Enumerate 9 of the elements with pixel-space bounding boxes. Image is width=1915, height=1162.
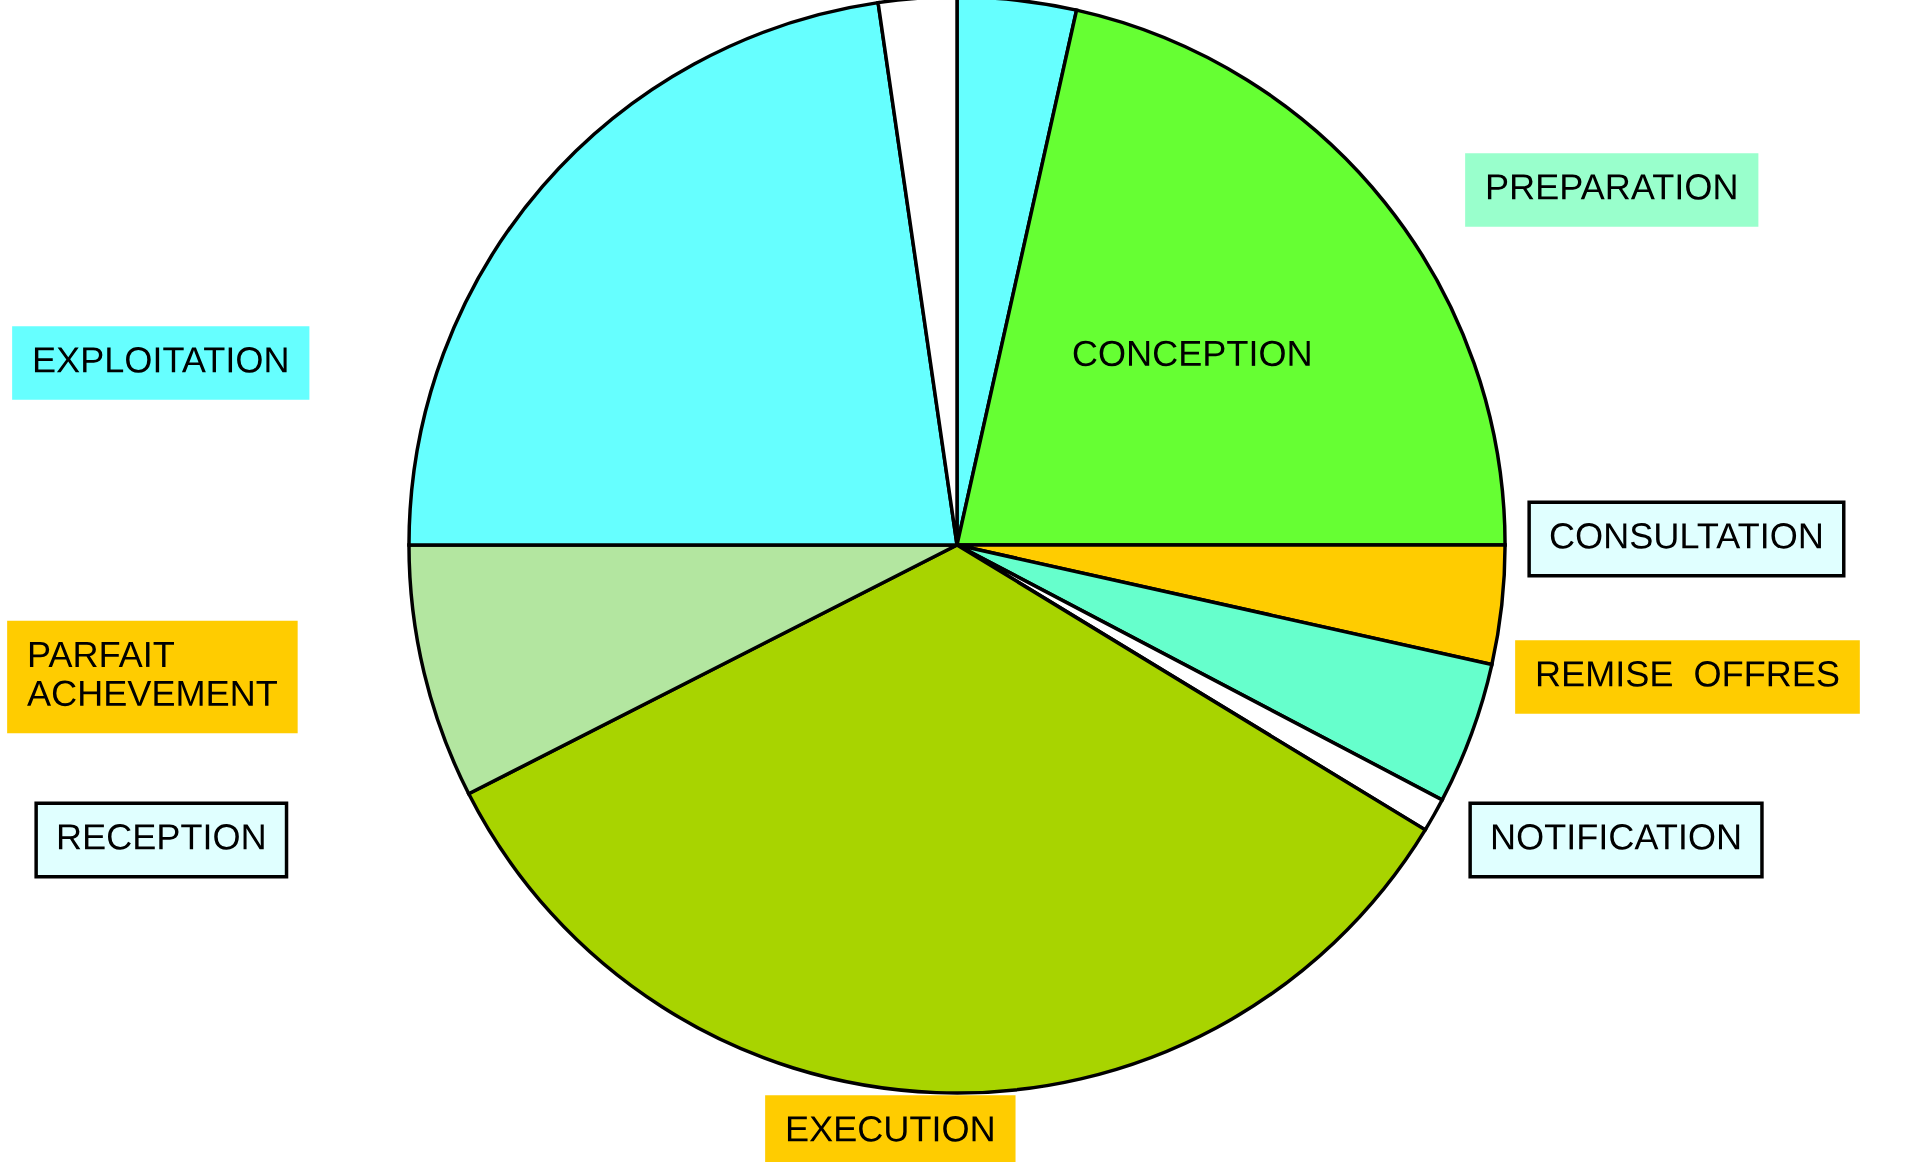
text: NOTIFICATION — [1492, 824, 1740, 850]
text: RECEPTION — [58, 824, 264, 850]
text: PARFAIT ACHEVEMENT — [27, 642, 277, 707]
text: CONSULTATION — [1550, 523, 1821, 549]
slice-label: CONCEPTION — [1073, 340, 1310, 367]
text: EXPLOITATION — [34, 347, 287, 373]
text: PREPARATION — [1487, 174, 1736, 200]
text: REMISE OFFRES — [1537, 661, 1839, 687]
text: EXECUTION — [787, 1116, 993, 1142]
